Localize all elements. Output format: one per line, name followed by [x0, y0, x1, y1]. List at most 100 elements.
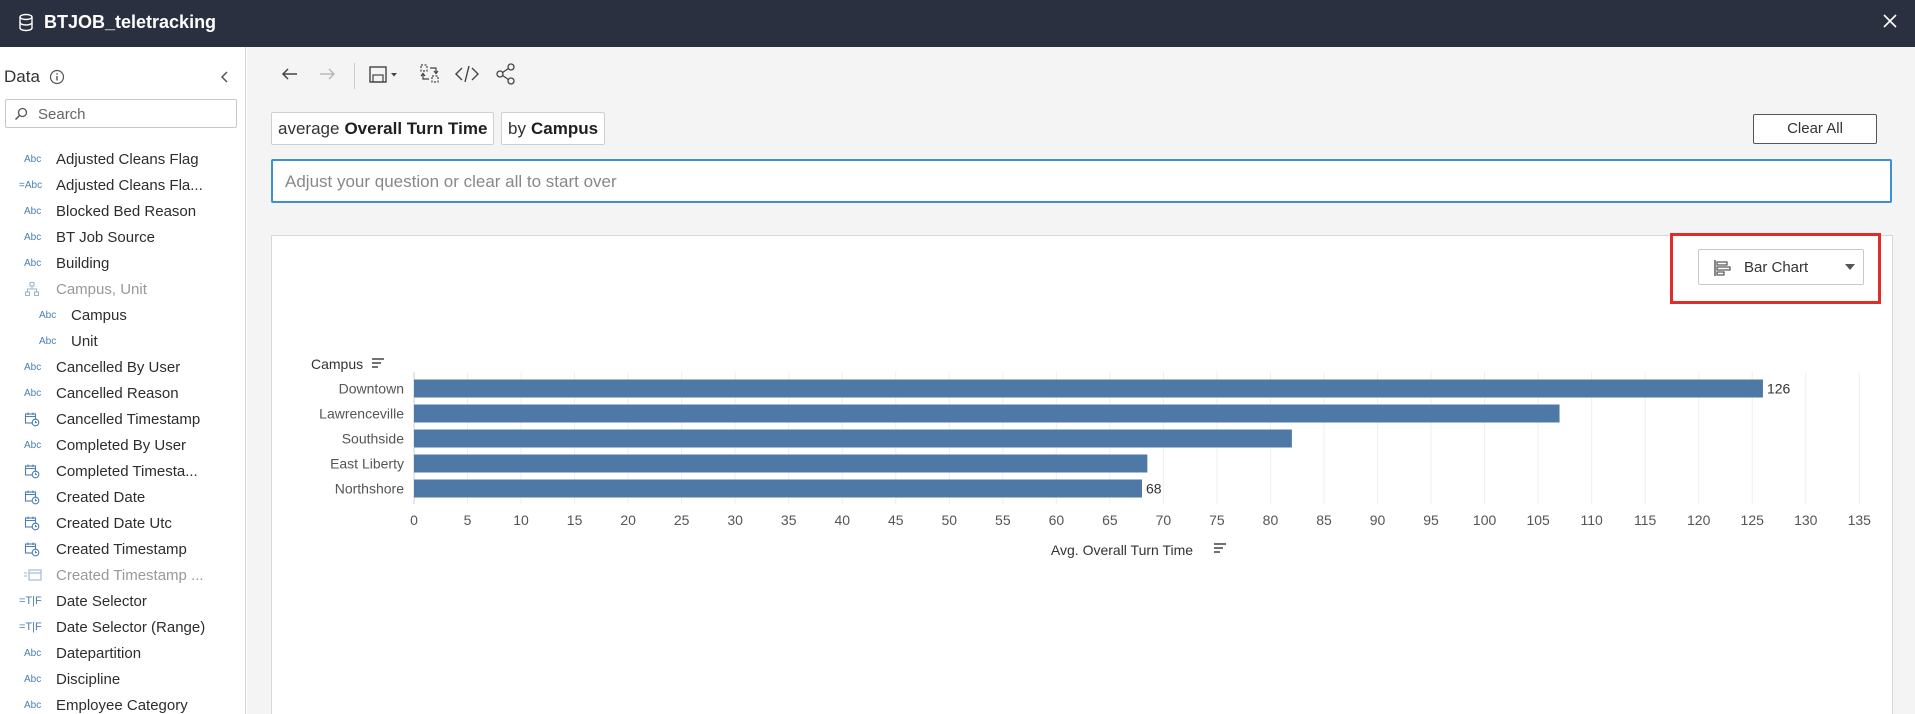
- chart-panel: Bar Chart Campus 0 5 10 15 20 25 30 35 40 45 50 55 60…: [271, 233, 1893, 714]
- field-item[interactable]: Abc Unit: [0, 328, 245, 354]
- category-label: East Liberty: [330, 456, 404, 472]
- chart-type-dropdown[interactable]: Bar Chart: [1698, 249, 1864, 285]
- x-tick-label: 15: [567, 512, 583, 528]
- field-label: Employee Category: [56, 696, 188, 714]
- field-list: Abc Adjusted Cleans Flag =Abc Adjusted Clea…: [0, 146, 245, 714]
- chart-type-label: Bar Chart: [1744, 259, 1809, 276]
- x-tick-label: 95: [1423, 512, 1439, 528]
- field-label: Created Date Utc: [56, 514, 172, 532]
- field-item[interactable]: Abc Completed By User: [0, 432, 245, 458]
- string-type-icon: Abc: [24, 699, 42, 711]
- field-item[interactable]: Abc BT Job Source: [0, 224, 245, 250]
- string-type-icon: Abc: [24, 257, 42, 269]
- swap-icon[interactable]: [417, 61, 443, 87]
- toolbar: [247, 57, 647, 91]
- bar: [414, 404, 1560, 423]
- bar: [414, 429, 1292, 448]
- data-pane: Data Abc Adjusted Cleans Flag =Abc Adjusted…: [0, 47, 246, 714]
- boolean-type-icon: =T|F: [19, 595, 42, 607]
- field-item[interactable]: Abc Cancelled Reason: [0, 380, 245, 406]
- dimension-pill-prefix: by: [508, 118, 526, 138]
- string-type-icon: Abc: [24, 439, 42, 451]
- x-tick-label: 100: [1473, 512, 1497, 528]
- field-item[interactable]: =T|F Date Selector (Range): [0, 614, 245, 640]
- field-item[interactable]: Abc Adjusted Cleans Flag: [0, 146, 245, 172]
- string-type-icon: Abc: [39, 309, 57, 321]
- field-item[interactable]: Abc Employee Category: [0, 692, 245, 714]
- x-tick-label: 110: [1580, 512, 1603, 528]
- data-label: 68: [1146, 481, 1162, 497]
- search-box[interactable]: [5, 99, 237, 128]
- embed-code-icon[interactable]: [454, 61, 480, 87]
- field-label: Adjusted Cleans Fla...: [56, 176, 203, 194]
- chevron-down-icon: [1845, 264, 1855, 270]
- question-box[interactable]: [271, 159, 1892, 203]
- datetime-icon: [24, 515, 44, 531]
- string-type-icon: Abc: [24, 231, 42, 243]
- x-tick-label: 40: [834, 512, 850, 528]
- field-item[interactable]: =T|F Date Selector: [0, 588, 245, 614]
- title-bar: BTJOB_teletracking: [0, 0, 1915, 47]
- x-tick-label: 105: [1526, 512, 1550, 528]
- x-tick-label: 125: [1741, 512, 1765, 528]
- field-item[interactable]: Cancelled Timestamp: [0, 406, 245, 432]
- x-tick-label: 65: [1102, 512, 1118, 528]
- field-label: Cancelled Reason: [56, 384, 179, 402]
- field-label: Cancelled By User: [56, 358, 181, 376]
- dimension-pill-field: Campus: [530, 118, 599, 138]
- x-tick-label: 45: [888, 512, 904, 528]
- close-icon[interactable]: [1879, 10, 1901, 32]
- dimension-pill[interactable]: by Campus: [501, 112, 606, 145]
- chart-bars: [414, 379, 1763, 498]
- field-item[interactable]: Created Date: [0, 484, 245, 510]
- string-type-icon: =Abc: [19, 179, 43, 191]
- field-item[interactable]: Abc Discipline: [0, 666, 245, 692]
- clear-all-button[interactable]: Clear All: [1753, 114, 1877, 144]
- back-arrow-icon[interactable]: [277, 61, 303, 87]
- datetime-icon: [24, 541, 44, 557]
- field-label: Discipline: [56, 670, 121, 688]
- field-item[interactable]: Abc Campus: [0, 302, 245, 328]
- field-label: Datepartition: [56, 644, 142, 662]
- main-area: average Overall Turn Time by Campus Clea…: [247, 47, 1915, 714]
- field-label: Created Timestamp: [56, 540, 187, 558]
- field-item[interactable]: Abc Building: [0, 250, 245, 276]
- string-type-icon: Abc: [24, 205, 42, 217]
- field-item[interactable]: Completed Timesta...: [0, 458, 245, 484]
- field-item[interactable]: Abc Datepartition: [0, 640, 245, 666]
- info-icon[interactable]: [49, 69, 65, 85]
- category-label: Northshore: [335, 481, 404, 497]
- field-item[interactable]: Abc Blocked Bed Reason: [0, 198, 245, 224]
- x-tick-label: 75: [1209, 512, 1225, 528]
- field-item[interactable]: Created Timestamp ...: [0, 562, 245, 588]
- field-item[interactable]: =Abc Adjusted Cleans Fla...: [0, 172, 245, 198]
- field-label: Adjusted Cleans Flag: [56, 150, 199, 168]
- datetime-icon: [24, 489, 44, 505]
- search-input[interactable]: [38, 104, 228, 124]
- question-input[interactable]: [285, 170, 1875, 194]
- x-tick-label: 30: [727, 512, 743, 528]
- x-tick-label: 90: [1370, 512, 1386, 528]
- field-label: Date Selector: [56, 592, 147, 610]
- x-tick-label: 120: [1687, 512, 1711, 528]
- share-icon[interactable]: [493, 61, 519, 87]
- database-icon: [19, 13, 33, 32]
- data-label: 126: [1767, 381, 1791, 397]
- field-item[interactable]: Created Date Utc: [0, 510, 245, 536]
- string-type-icon: Abc: [24, 673, 42, 685]
- field-label: Cancelled Timestamp: [56, 410, 201, 428]
- forward-arrow-icon[interactable]: [314, 61, 340, 87]
- x-axis-title: Avg. Overall Turn Time: [1051, 542, 1193, 558]
- field-item[interactable]: Abc Cancelled By User: [0, 354, 245, 380]
- field-item[interactable]: Created Timestamp: [0, 536, 245, 562]
- x-tick-label: 80: [1263, 512, 1279, 528]
- x-tick-label: 70: [1156, 512, 1172, 528]
- field-label: Unit: [71, 332, 98, 350]
- save-icon[interactable]: [367, 61, 401, 87]
- bar: [414, 454, 1148, 473]
- x-tick-label: 130: [1794, 512, 1818, 528]
- field-item[interactable]: Campus, Unit: [0, 276, 245, 302]
- measure-pill[interactable]: average Overall Turn Time: [271, 112, 495, 145]
- collapse-pane-icon[interactable]: [217, 69, 233, 85]
- data-pane-header: Data: [0, 57, 245, 87]
